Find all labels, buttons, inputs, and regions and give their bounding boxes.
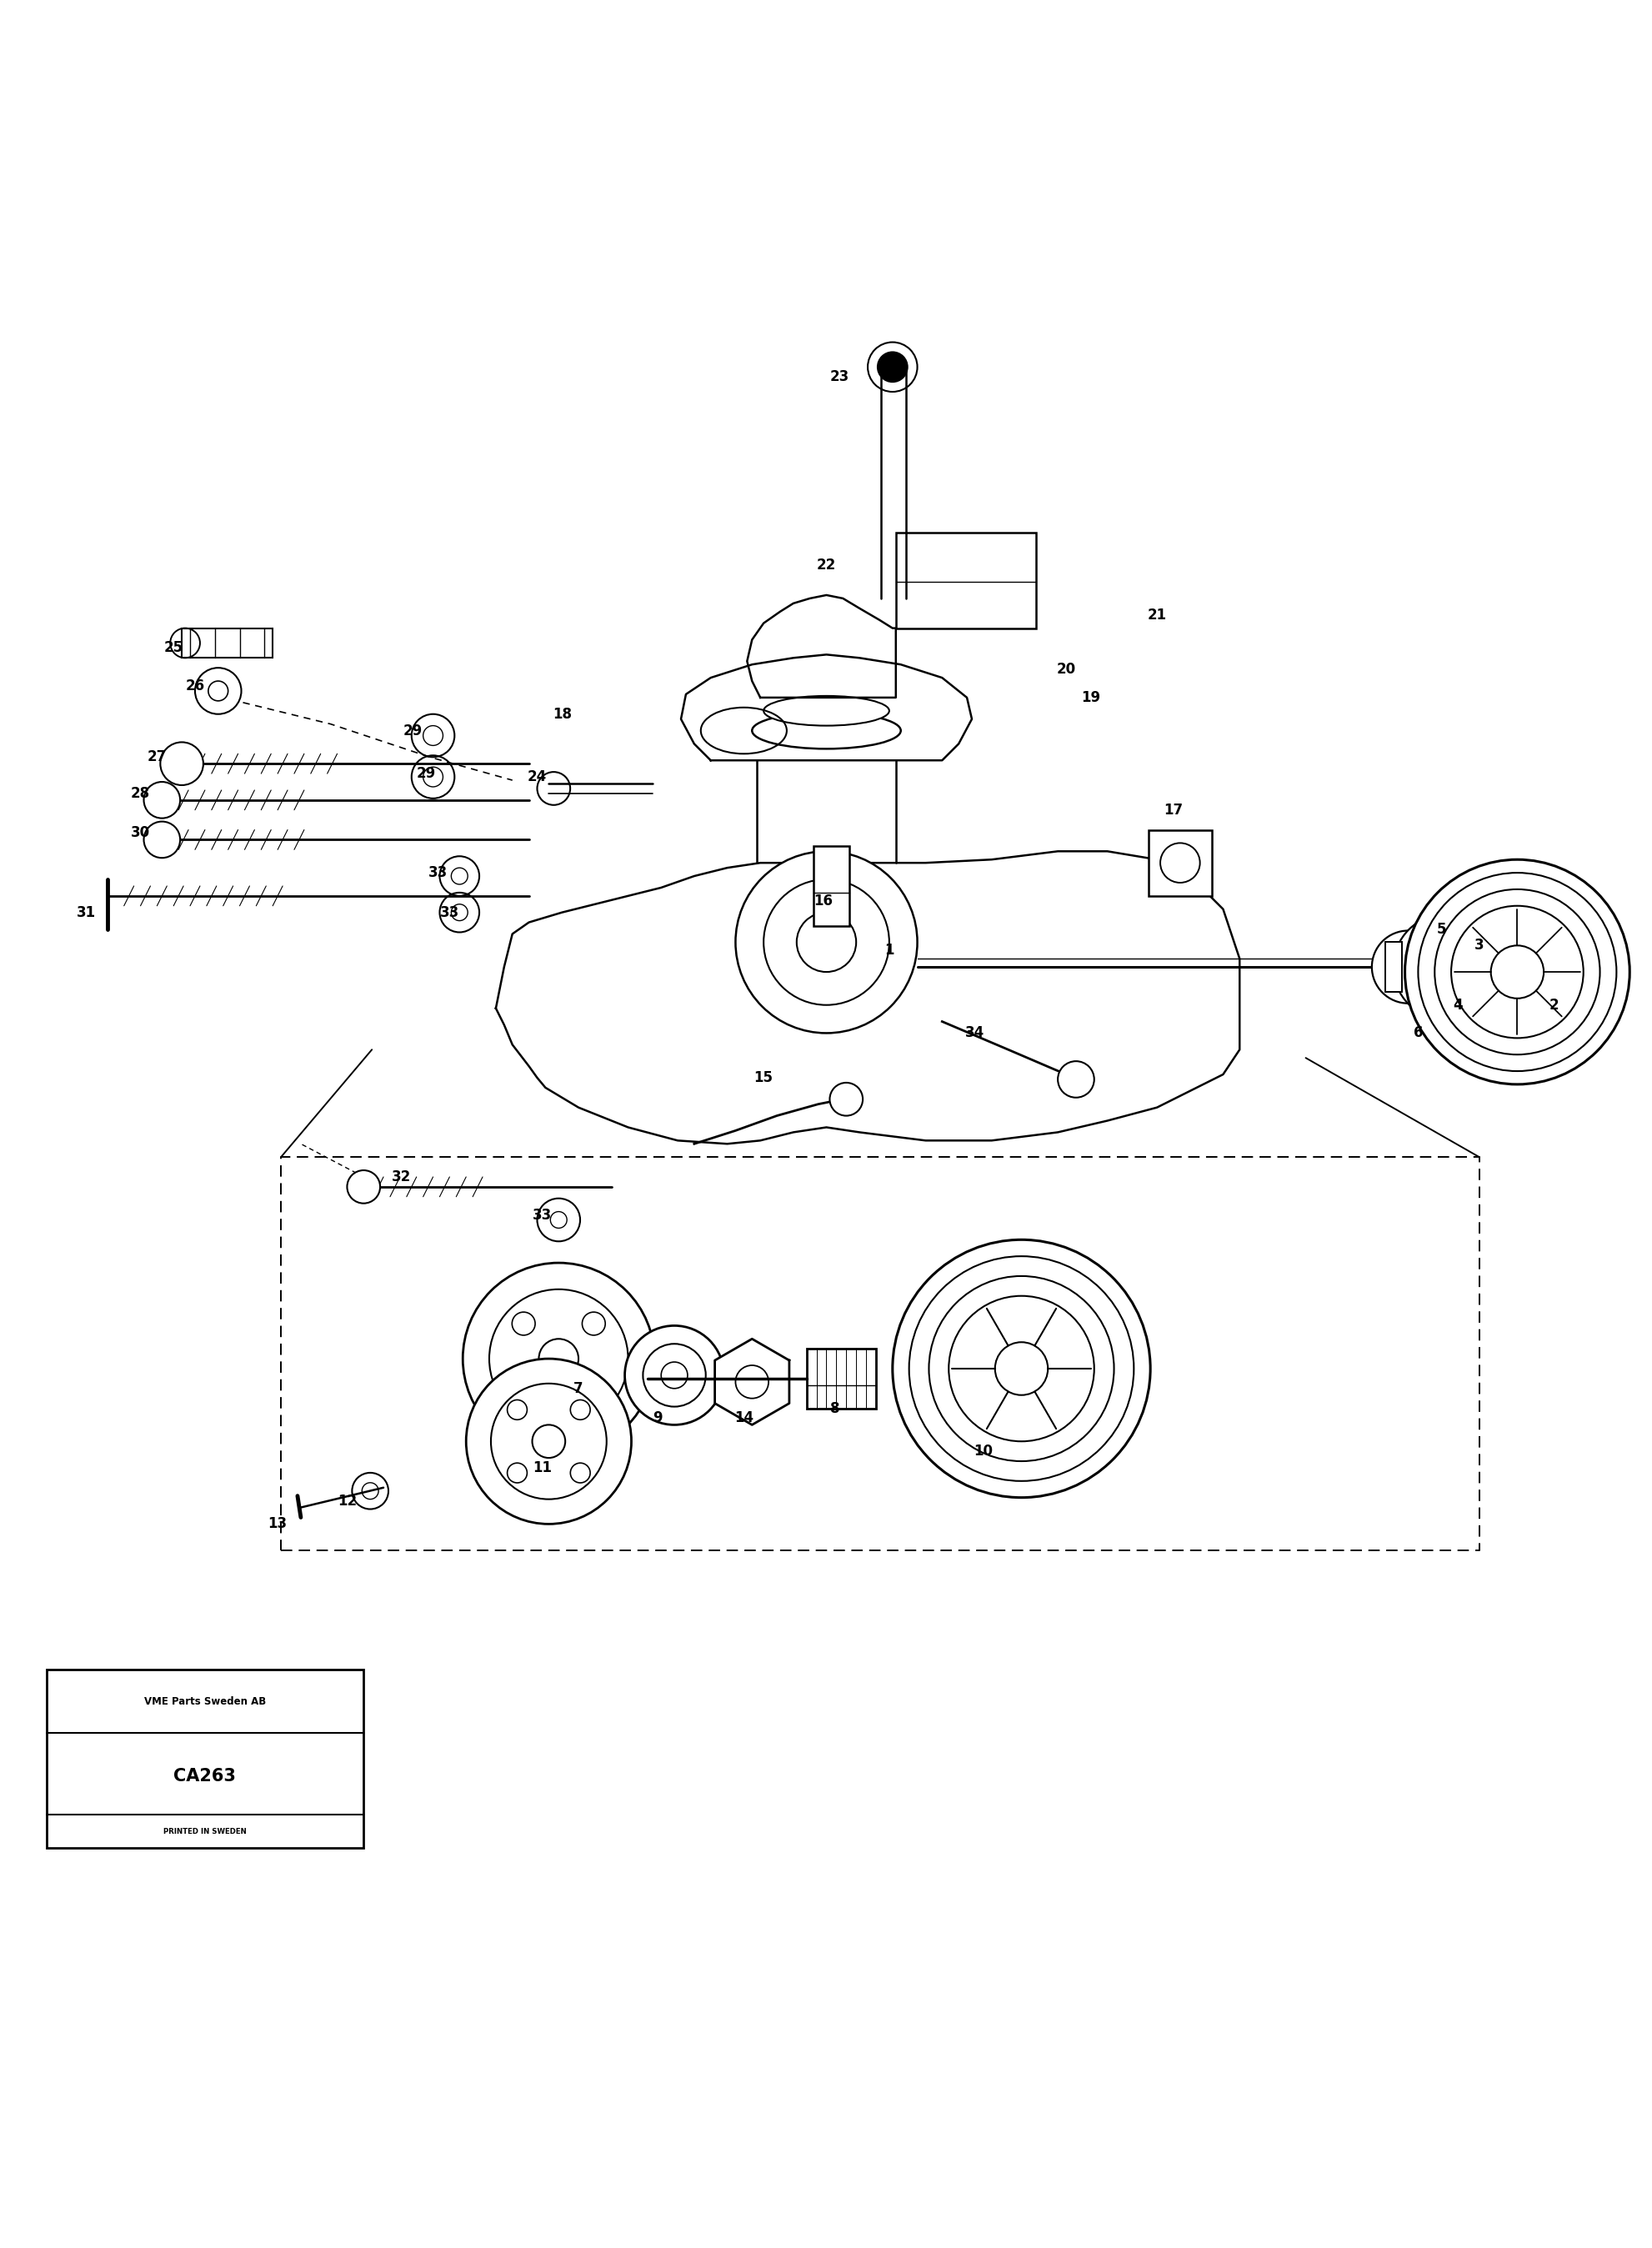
- Text: 10: 10: [973, 1443, 993, 1459]
- Text: 19: 19: [1080, 690, 1100, 706]
- Text: 8: 8: [829, 1401, 839, 1416]
- Bar: [46, 1670, 363, 1848]
- Circle shape: [160, 742, 203, 785]
- Text: 1: 1: [884, 942, 894, 958]
- Text: CA263: CA263: [173, 1769, 236, 1785]
- Text: 3: 3: [1474, 937, 1483, 953]
- Text: 30: 30: [131, 825, 150, 841]
- Text: 23: 23: [829, 369, 849, 384]
- Circle shape: [347, 1171, 380, 1203]
- Text: 33: 33: [428, 865, 448, 881]
- Text: 22: 22: [816, 558, 836, 573]
- Circle shape: [1371, 931, 1444, 1003]
- Bar: [806, 1349, 876, 1407]
- Polygon shape: [747, 596, 895, 697]
- Circle shape: [1393, 926, 1475, 1009]
- Circle shape: [144, 782, 180, 818]
- Text: 28: 28: [131, 787, 150, 800]
- Text: 2: 2: [1548, 998, 1558, 1012]
- Text: 31: 31: [76, 906, 96, 919]
- Circle shape: [829, 1084, 862, 1115]
- Text: 26: 26: [185, 679, 205, 692]
- Text: 15: 15: [753, 1070, 773, 1086]
- Text: 6: 6: [1412, 1025, 1422, 1041]
- Circle shape: [466, 1358, 631, 1524]
- Bar: [895, 533, 1036, 627]
- Circle shape: [877, 353, 907, 382]
- Bar: [813, 845, 849, 926]
- Bar: [1148, 830, 1211, 897]
- Text: 20: 20: [1056, 661, 1075, 677]
- Text: 27: 27: [147, 749, 167, 764]
- Text: 14: 14: [733, 1412, 753, 1425]
- Polygon shape: [714, 1340, 790, 1425]
- Circle shape: [1393, 915, 1498, 1021]
- Circle shape: [624, 1326, 724, 1425]
- Ellipse shape: [752, 713, 900, 749]
- Bar: [1384, 942, 1401, 991]
- Polygon shape: [681, 654, 971, 760]
- Text: 33: 33: [439, 906, 459, 919]
- Text: 13: 13: [268, 1517, 287, 1531]
- Text: 33: 33: [532, 1207, 552, 1223]
- Circle shape: [1057, 1061, 1094, 1097]
- Text: VME Parts Sweden AB: VME Parts Sweden AB: [144, 1697, 266, 1706]
- Text: 25: 25: [164, 641, 183, 656]
- Text: 11: 11: [532, 1461, 552, 1475]
- Text: 29: 29: [416, 767, 436, 780]
- Text: 21: 21: [1146, 607, 1166, 623]
- Circle shape: [144, 821, 180, 859]
- Text: 29: 29: [403, 724, 423, 737]
- Ellipse shape: [763, 697, 889, 726]
- Circle shape: [463, 1263, 654, 1454]
- Text: 12: 12: [337, 1493, 357, 1508]
- Text: 18: 18: [552, 706, 572, 722]
- Text: 5: 5: [1436, 922, 1446, 937]
- Text: 7: 7: [573, 1380, 583, 1396]
- Circle shape: [735, 852, 917, 1034]
- Text: PRINTED IN SWEDEN: PRINTED IN SWEDEN: [164, 1828, 246, 1834]
- Circle shape: [1404, 859, 1629, 1084]
- Text: 4: 4: [1452, 998, 1462, 1012]
- Text: 16: 16: [813, 892, 833, 908]
- Polygon shape: [496, 852, 1239, 1144]
- Circle shape: [892, 1239, 1150, 1497]
- Text: 24: 24: [527, 769, 547, 785]
- Text: 17: 17: [1163, 803, 1183, 818]
- Bar: [182, 627, 273, 659]
- Text: 32: 32: [392, 1169, 411, 1185]
- Text: 9: 9: [653, 1412, 662, 1425]
- Text: 34: 34: [965, 1025, 985, 1041]
